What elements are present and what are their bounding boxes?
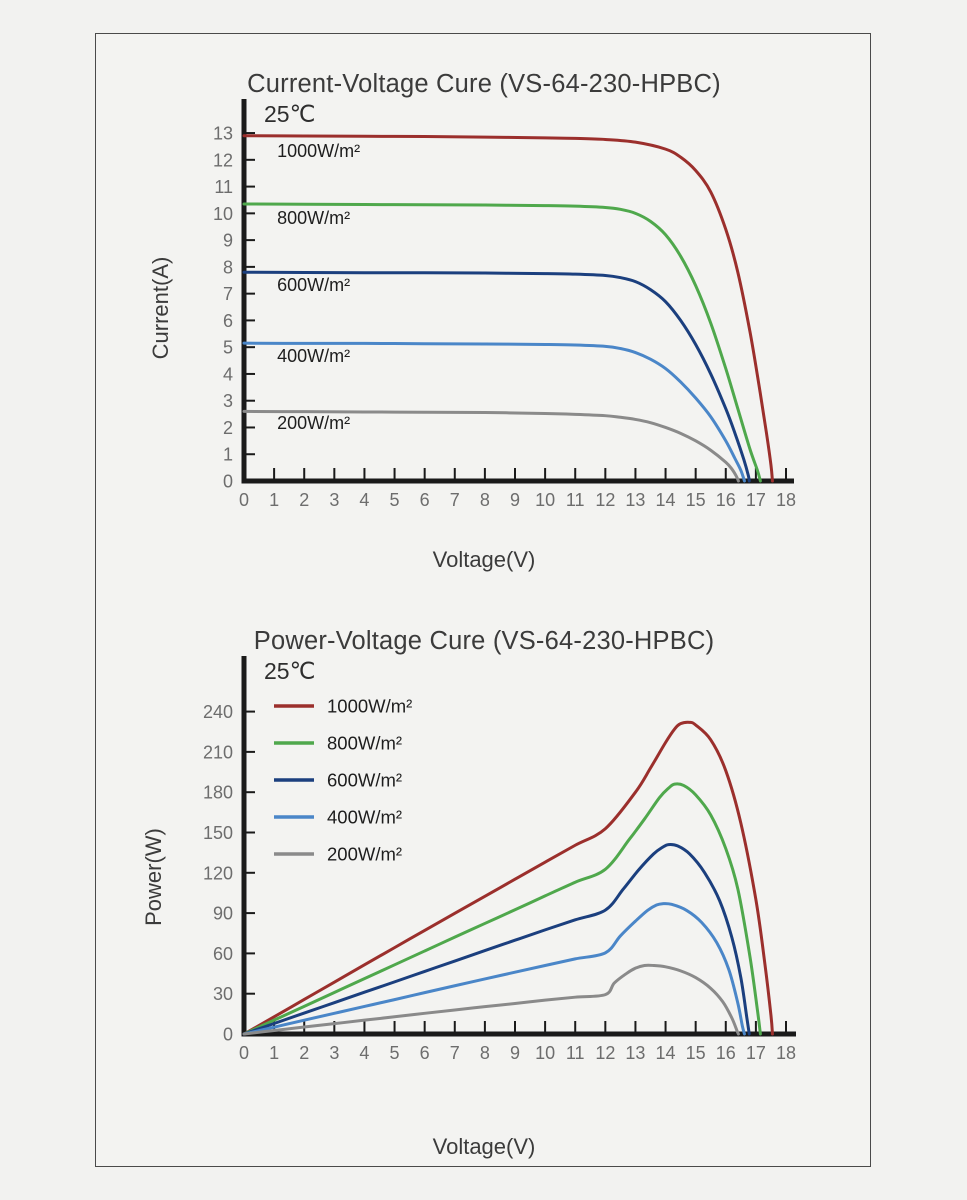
x-tick-label: 1 <box>269 490 279 510</box>
x-tick-label: 6 <box>420 490 430 510</box>
x-tick-label: 11 <box>566 490 585 510</box>
x-tick-label: 9 <box>510 1043 520 1063</box>
power-voltage-plot-area: 0 30 60 90 120 150 180 210 240 0 1 2 3 4 5 6 7 8 9 10 11 12 13… <box>96 656 872 1126</box>
x-axis-label-voltage-iv: Voltage(V) <box>432 547 536 572</box>
x-tick-label: 7 <box>450 490 460 510</box>
x-tick-label: 11 <box>566 1043 585 1063</box>
x-tick-label: 8 <box>480 490 490 510</box>
x-tick-label: 9 <box>510 490 520 510</box>
x-tick-label: 16 <box>716 1043 736 1063</box>
series-curve-800w <box>242 782 762 1036</box>
x-tick-label: 8 <box>480 1043 490 1063</box>
chart-title-power-voltage: Power-Voltage Cure (VS-64-230-HPBC) <box>253 627 715 655</box>
x-tick-label: 3 <box>329 1043 339 1063</box>
series-inline-label: 200W/m² <box>277 413 350 433</box>
y-axis-label-power: Power(W) <box>141 828 166 926</box>
y-tick-label: 4 <box>223 364 233 384</box>
x-tick-label: 5 <box>390 1043 400 1063</box>
y-tick-label: 5 <box>223 338 233 358</box>
x-tick-label: 14 <box>656 490 676 510</box>
x-tick-label: 17 <box>746 490 766 510</box>
x-tick-label: 15 <box>686 1043 706 1063</box>
y-tick-label: 13 <box>213 124 233 144</box>
series-curve-400w <box>242 341 746 483</box>
x-tick-label: 10 <box>535 490 555 510</box>
y-tick-label: 90 <box>213 904 233 924</box>
chart-title-current-voltage: Current-Voltage Cure (VS-64-230-HPBC) <box>247 70 721 98</box>
temperature-label-iv: 25℃ <box>264 101 316 127</box>
x-tick-label: 12 <box>595 1043 615 1063</box>
x-tick-label: 18 <box>776 490 796 510</box>
x-tick-label: 2 <box>299 490 309 510</box>
y-tick-label: 2 <box>223 418 233 438</box>
y-tick-label: 240 <box>203 702 233 722</box>
temperature-label-pv: 25℃ <box>264 658 316 684</box>
y-tick-label: 10 <box>213 204 233 224</box>
legend-label: 200W/m² <box>327 844 402 865</box>
x-tick-label: 18 <box>776 1043 796 1063</box>
power-voltage-chart: Power-Voltage Cure (VS-64-230-HPBC) 0 30 6… <box>96 599 872 1159</box>
x-tick-label: 13 <box>625 1043 645 1063</box>
series-curve-400w <box>242 902 746 1036</box>
x-tick-label: 0 <box>239 490 249 510</box>
x-tick-label: 3 <box>329 490 339 510</box>
y-tick-label: 150 <box>203 823 233 843</box>
y-tick-label: 0 <box>223 472 233 492</box>
legend-label: 800W/m² <box>327 733 402 754</box>
x-tick-label: 1 <box>269 1043 279 1063</box>
legend-label: 1000W/m² <box>327 696 412 717</box>
x-tick-label: 17 <box>746 1043 766 1063</box>
x-tick-label: 13 <box>625 490 645 510</box>
series-inline-label: 600W/m² <box>277 275 350 295</box>
y-tick-label: 12 <box>213 150 233 170</box>
x-tick-label: 15 <box>686 490 706 510</box>
x-tick-label: 4 <box>359 1043 369 1063</box>
y-tick-label: 0 <box>223 1025 233 1045</box>
legend-label: 400W/m² <box>327 807 402 828</box>
y-tick-label: 60 <box>213 944 233 964</box>
x-tick-label: 16 <box>716 490 736 510</box>
x-tick-label: 4 <box>359 490 369 510</box>
y-tick-label: 9 <box>223 231 233 251</box>
series-curve-200w <box>242 409 740 483</box>
x-tick-label: 2 <box>299 1043 309 1063</box>
y-tick-label: 120 <box>203 863 233 883</box>
current-voltage-plot-area: 0 1 2 3 4 5 6 7 8 9 10 11 12 13 0 1 2 3 4 5 6 7 8 9 10 11 12 13 14 15… <box>96 99 872 539</box>
series-curve-200w <box>242 963 740 1036</box>
series-inline-label: 1000W/m² <box>277 141 360 161</box>
x-tick-label: 7 <box>450 1043 460 1063</box>
series-inline-label: 800W/m² <box>277 208 350 228</box>
x-tick-label: 14 <box>656 1043 676 1063</box>
x-axis-label-voltage-pv: Voltage(V) <box>432 1134 536 1159</box>
x-tick-label: 0 <box>239 1043 249 1063</box>
y-tick-label: 11 <box>214 177 233 197</box>
y-tick-label: 3 <box>223 391 233 411</box>
y-tick-label: 180 <box>203 783 233 803</box>
x-tick-label: 5 <box>390 490 400 510</box>
x-tick-label: 12 <box>595 490 615 510</box>
x-tick-label: 6 <box>420 1043 430 1063</box>
y-tick-label: 1 <box>223 445 233 465</box>
y-tick-label: 6 <box>223 311 233 331</box>
series-curve-1000w <box>242 134 774 483</box>
series-curve-800w <box>242 202 762 483</box>
y-tick-label: 7 <box>223 284 233 304</box>
x-tick-label: 10 <box>535 1043 555 1063</box>
legend-label: 600W/m² <box>327 770 402 791</box>
y-tick-label: 210 <box>203 742 233 762</box>
series-curve-600w <box>242 842 751 1036</box>
series-curve-1000w <box>242 720 774 1036</box>
y-tick-label: 30 <box>213 984 233 1004</box>
y-tick-label: 8 <box>223 257 233 277</box>
series-inline-label: 400W/m² <box>277 346 350 366</box>
series-curve-600w <box>242 270 751 483</box>
y-axis-label-current: Current(A) <box>148 256 173 360</box>
